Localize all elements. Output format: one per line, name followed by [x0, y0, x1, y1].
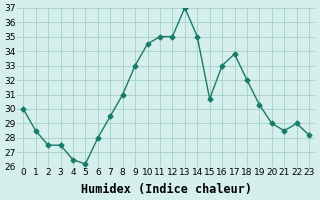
X-axis label: Humidex (Indice chaleur): Humidex (Indice chaleur): [81, 183, 252, 196]
